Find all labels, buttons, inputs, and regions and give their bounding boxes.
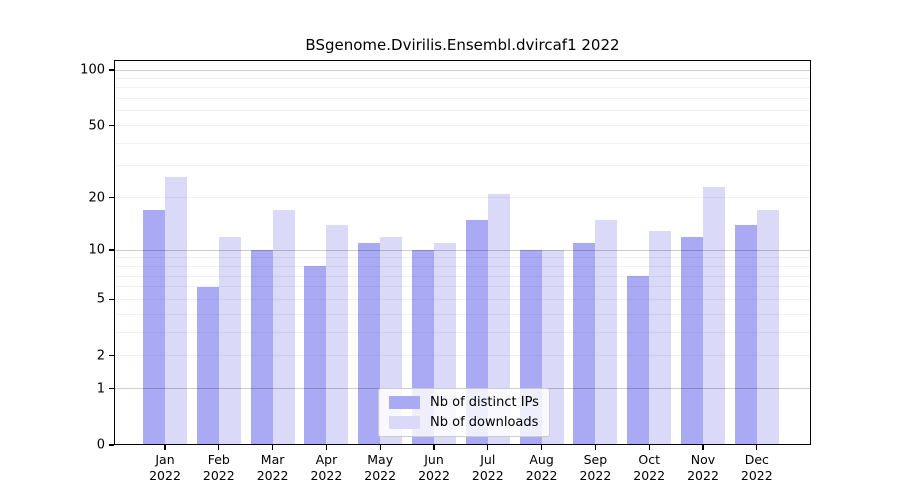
minor-gridline: [114, 286, 811, 288]
x-axis-tick: [540, 445, 543, 450]
minor-gridline: [114, 87, 811, 89]
y-axis-tick-label: 50: [88, 118, 105, 134]
major-gridline: [114, 249, 811, 251]
y-axis-tick-label: 10: [88, 242, 105, 258]
bar-downloads-nov: [703, 186, 725, 445]
y-axis-tick: [109, 387, 114, 390]
bar-downloads-feb: [218, 236, 241, 445]
bar-downloads-dec: [756, 210, 779, 445]
x-axis-tick-label: Mar 2022: [256, 452, 289, 483]
x-axis-tick-label: Apr 2022: [310, 452, 343, 483]
x-axis-tick: [325, 445, 328, 450]
minor-gridline: [114, 298, 811, 300]
x-axis-tick: [756, 445, 758, 450]
y-axis-tick: [109, 444, 114, 446]
x-axis-tick-label: May 2022: [364, 452, 397, 483]
x-axis-tick-label: Jan 2022: [149, 452, 181, 483]
minor-gridline: [114, 331, 811, 333]
x-axis-tick: [487, 445, 489, 450]
bar-distinct-ips-dec: [734, 224, 757, 445]
x-axis-tick-label: Dec 2022: [740, 452, 773, 483]
bar-downloads-apr: [326, 224, 349, 445]
minor-gridline: [114, 257, 811, 259]
minor-gridline: [114, 355, 811, 357]
x-axis-tick: [379, 445, 381, 450]
legend: Nb of distinct IPs Nb of downloads: [378, 388, 550, 437]
legend-label-distinct-ips: Nb of distinct IPs: [430, 395, 539, 410]
legend-swatch-downloads: [389, 416, 420, 429]
x-axis-tick-label: Jun 2022: [418, 452, 450, 483]
bar-distinct-ips-oct: [627, 276, 650, 445]
major-gridline: [114, 69, 811, 71]
y-axis-tick: [109, 124, 114, 127]
minor-gridline: [114, 275, 811, 277]
y-axis-tick-label: 100: [80, 62, 105, 78]
y-axis-tick: [109, 196, 114, 199]
bar-downloads-jul: [487, 193, 510, 445]
bar-downloads-sep: [595, 219, 618, 445]
x-axis-tick-label: Sep 2022: [579, 452, 612, 483]
legend-swatch-distinct-ips: [389, 396, 420, 409]
minor-gridline: [114, 165, 811, 167]
minor-gridline: [114, 110, 811, 112]
bar-distinct-ips-nov: [681, 236, 703, 445]
y-axis-tick: [109, 69, 114, 71]
bar-distinct-ips-sep: [573, 243, 596, 445]
y-axis-tick-label: 2: [96, 348, 105, 364]
y-axis-tick-label: 20: [88, 190, 105, 206]
minor-gridline: [114, 125, 811, 127]
y-axis-tick: [109, 355, 114, 357]
bar-distinct-ips-may: [358, 243, 381, 445]
x-axis-tick: [594, 445, 597, 450]
minor-gridline: [114, 265, 811, 267]
legend-label-downloads: Nb of downloads: [430, 415, 539, 430]
legend-entry-distinct-ips: Nb of distinct IPs: [389, 395, 539, 410]
minor-gridline: [114, 197, 811, 199]
x-axis-tick-label: Aug 2022: [525, 452, 558, 483]
bar-distinct-ips-apr: [304, 266, 327, 445]
x-axis-tick-label: Feb 2022: [202, 452, 235, 483]
legend-entry-downloads: Nb of downloads: [389, 415, 539, 430]
y-axis-tick: [109, 249, 114, 251]
bar-downloads-mar: [272, 210, 295, 445]
x-axis-tick-label: Oct 2022: [633, 452, 666, 483]
x-axis-tick: [648, 445, 650, 450]
y-axis-tick-label: 0: [96, 437, 105, 453]
bar-downloads-jan: [165, 177, 187, 445]
minor-gridline: [114, 98, 811, 100]
x-axis-tick-label: Jul 2022: [471, 452, 504, 483]
bar-downloads-oct: [649, 230, 672, 445]
x-axis-tick: [271, 445, 274, 450]
minor-gridline: [114, 313, 811, 315]
y-axis-tick-label: 1: [96, 381, 105, 397]
x-axis-tick-label: Nov 2022: [687, 452, 719, 483]
bar-distinct-ips-feb: [196, 286, 219, 445]
bar-distinct-ips-jan: [143, 210, 165, 445]
minor-gridline: [114, 142, 811, 144]
x-axis-tick: [702, 445, 704, 450]
x-axis-tick: [218, 445, 220, 450]
chart-title: BSgenome.Dvirilis.Ensembl.dvircaf1 2022: [305, 36, 620, 54]
y-axis-tick: [109, 298, 114, 301]
minor-gridline: [114, 77, 811, 79]
y-axis-tick-label: 5: [96, 291, 105, 307]
x-axis-tick: [433, 445, 435, 450]
x-axis-tick: [164, 445, 166, 450]
bar-distinct-ips-mar: [250, 250, 273, 445]
